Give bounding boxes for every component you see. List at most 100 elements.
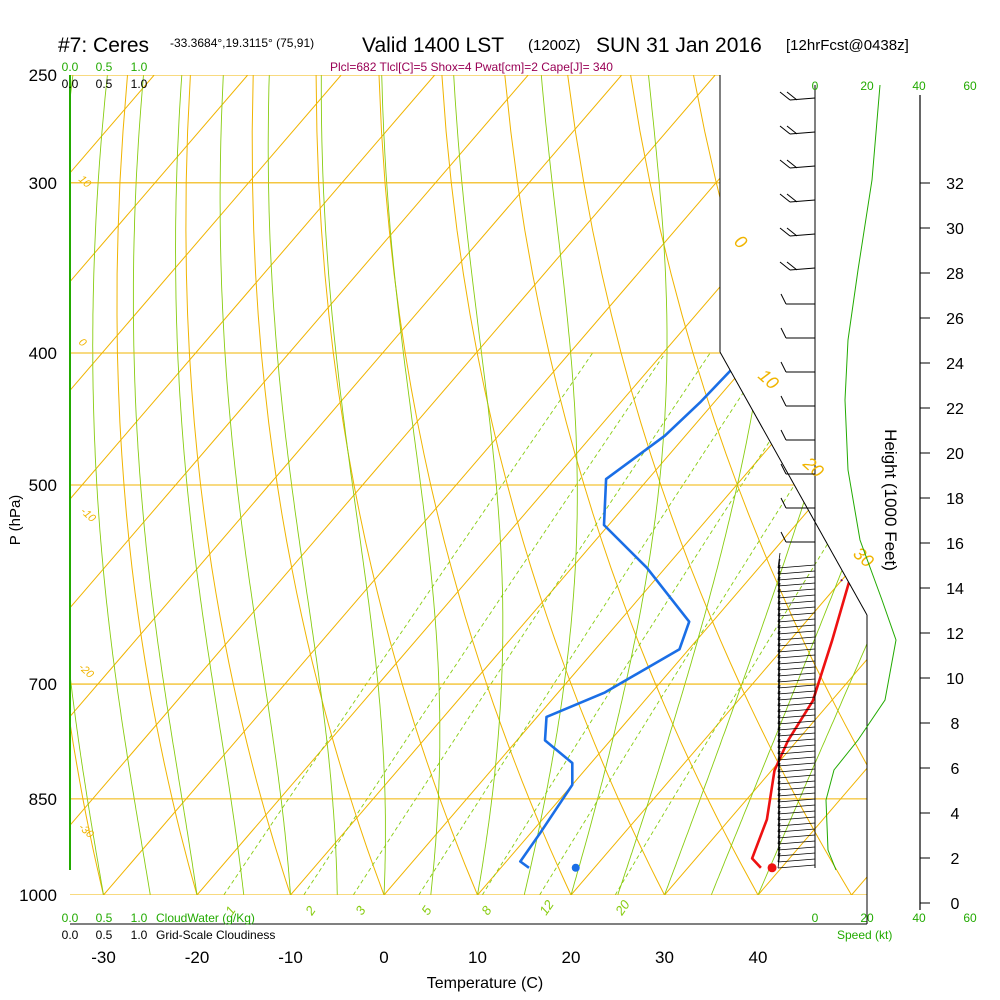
height-tick-label: 28 <box>946 266 964 283</box>
wind-barb <box>777 576 816 593</box>
wind-barb-shaft <box>777 630 816 635</box>
wind-barb-shaft <box>777 828 816 833</box>
wind-barb-shaft <box>777 768 816 773</box>
temperature-tick-label: -10 <box>278 948 303 967</box>
wind-barb-shaft <box>777 804 816 809</box>
wind-barb <box>780 327 815 339</box>
wind-barb-feather <box>777 696 781 713</box>
wind-barb <box>777 738 816 755</box>
moist-adiabat-line <box>219 75 291 896</box>
wind-barb-feather <box>786 159 798 169</box>
wind-barb-shaft <box>777 618 816 623</box>
wind-barb-shaft <box>777 798 816 803</box>
wind-barb-feather <box>777 708 781 725</box>
forecast-info: [12hrFcst@0438z] <box>786 37 909 54</box>
speed-scale-label: 40 <box>912 79 926 93</box>
pressure-tick-label: 700 <box>29 675 57 694</box>
wind-barb <box>777 798 816 815</box>
cloudwater-scale-label: 0.5 <box>96 911 113 925</box>
wind-barb-shaft <box>777 750 816 755</box>
y-axis-label: P (hPa) <box>7 495 24 546</box>
wind-barb <box>777 840 816 857</box>
wind-barb <box>777 612 816 629</box>
wind-barb-feather <box>777 816 781 833</box>
pressure-tick-label: 500 <box>29 476 57 495</box>
x-axis-label: Temperature (C) <box>427 975 543 992</box>
wind-barb-feather <box>777 648 781 665</box>
wind-barb-feather <box>777 690 781 707</box>
wind-barb-shaft <box>777 762 816 767</box>
wind-barb <box>777 618 816 635</box>
wind-barb-shaft <box>777 678 816 683</box>
wind-barb <box>779 125 816 135</box>
wind-barb-shaft <box>777 564 816 569</box>
wind-barb-feather <box>786 193 798 203</box>
wind-speed-profile <box>825 84 897 871</box>
wind-barb <box>777 732 816 749</box>
wind-barb-feather <box>777 732 781 749</box>
wind-barb-feather <box>777 660 781 677</box>
frame-line <box>719 351 868 616</box>
wind-barb-feather <box>777 678 781 695</box>
wind-barb-shaft <box>777 840 816 845</box>
wind-barb-feather <box>779 91 791 101</box>
cloudwater-label: CloudWater (g/Kg) <box>156 911 255 925</box>
dry-adiabat-line <box>315 75 478 896</box>
wind-barb <box>777 672 816 689</box>
wind-barb <box>777 648 816 665</box>
wind-barb-shaft <box>777 780 816 785</box>
wind-barb-shaft <box>777 624 816 629</box>
wind-barb-feather <box>777 840 781 857</box>
height-tick-label: 24 <box>946 356 964 373</box>
height-tick-label: 30 <box>946 221 964 238</box>
wind-barb-shaft <box>777 774 816 779</box>
wind-barb-feather <box>777 738 781 755</box>
wind-barb-shaft <box>777 582 816 587</box>
wind-barb-shaft <box>777 570 816 575</box>
height-tick-label: 20 <box>946 446 964 463</box>
wind-barb-feather <box>777 774 781 791</box>
wind-barb-feather <box>777 576 781 593</box>
cloudwater-scale-label: 0.0 <box>62 911 79 925</box>
wind-barb <box>777 594 816 611</box>
wind-barb-feather <box>777 564 781 581</box>
dry-adiabat-line <box>70 719 104 896</box>
wind-barb <box>779 227 816 237</box>
wind-barb <box>777 780 816 797</box>
wind-barb-shaft <box>777 666 816 671</box>
wind-barb <box>777 846 816 863</box>
wind-barb-shaft <box>777 858 816 863</box>
wind-barb <box>777 684 816 701</box>
pressure-tick-label: 250 <box>29 66 57 85</box>
wind-barb <box>777 750 816 767</box>
cloudwater-scale-label: 1.0 <box>131 60 148 74</box>
wind-barb <box>777 768 816 785</box>
wind-barb-shaft <box>777 846 816 851</box>
wind-barb-shaft <box>777 708 816 713</box>
chart-grid <box>70 75 867 896</box>
dry-adiabat-line <box>185 75 291 896</box>
dry-adiabat-line <box>567 75 852 896</box>
wind-barb-shaft <box>777 576 816 581</box>
wind-barb-shaft <box>777 606 816 611</box>
height-tick-label: 0 <box>951 896 960 913</box>
wind-barb-shaft <box>777 612 816 617</box>
wind-barb <box>777 678 816 695</box>
wind-barb <box>780 395 815 407</box>
wind-barb <box>777 690 816 707</box>
height-tick-label: 2 <box>951 851 960 868</box>
wind-barb <box>777 708 816 725</box>
moist-adiabat-line <box>710 505 867 896</box>
wind-barb-feather <box>779 193 791 203</box>
wind-barb-feather <box>777 594 781 611</box>
wind-barb-feather <box>777 600 781 617</box>
wind-barb-feather <box>780 395 787 407</box>
wind-barb-feather <box>777 798 781 815</box>
wind-barb <box>777 816 816 833</box>
wind-barb <box>777 810 816 827</box>
wind-barb-shaft <box>777 864 816 869</box>
wind-barb <box>777 744 816 761</box>
dry-adiabat-line <box>441 75 665 896</box>
wind-barb-shaft <box>789 233 816 237</box>
